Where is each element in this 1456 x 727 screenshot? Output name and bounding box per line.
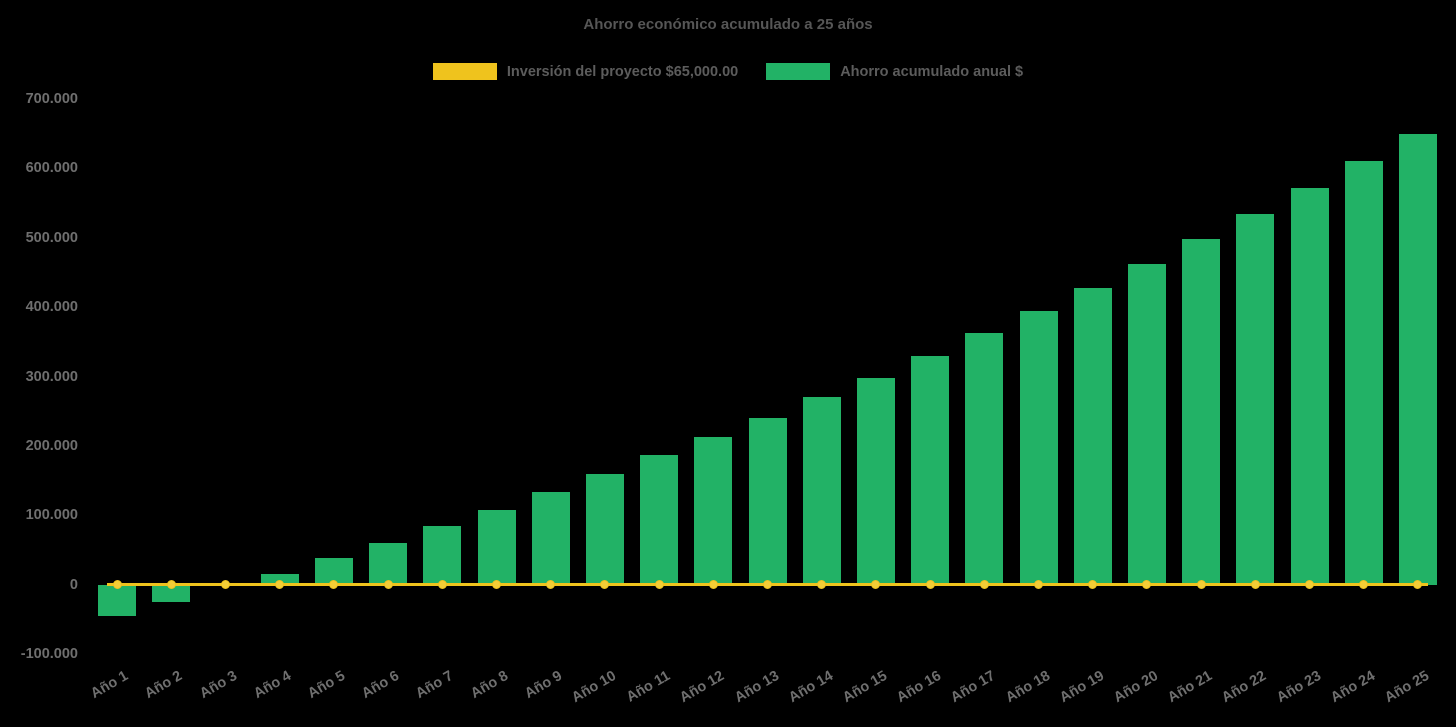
legend-label-ahorro: Ahorro acumulado anual $ (840, 63, 1024, 80)
investment-line-marker (763, 580, 772, 590)
investment-line-marker (654, 580, 664, 590)
bar-año-1 (98, 584, 137, 616)
bar-año-4 (260, 574, 299, 585)
x-axis-tick-label: Año 18 (1002, 668, 1053, 707)
bar-año-18 (1019, 311, 1058, 585)
bar-año-16 (911, 355, 950, 585)
bar-año-6 (369, 543, 408, 585)
investment-line-marker (275, 580, 285, 590)
bar-año-25 (1398, 133, 1437, 585)
bar-año-15 (856, 377, 895, 585)
y-axis-tick-label: 200.000 (25, 437, 78, 454)
investment-line-marker (1359, 580, 1369, 590)
x-axis-tick-label: Año 11 (623, 668, 674, 706)
x-axis-tick-label: Año 7 (413, 668, 457, 702)
y-axis-tick-label: 400.000 (25, 299, 78, 316)
x-axis-tick-label: Año 10 (569, 668, 619, 707)
chart-legend: Inversión del proyecto $65,000.00 Ahorro… (0, 63, 1456, 80)
legend-item-ahorro[interactable]: Ahorro acumulado anual $ (766, 63, 1023, 80)
legend-item-inversion[interactable]: Inversión del proyecto $65,000.00 (432, 63, 739, 80)
x-axis-tick-label: Año 22 (1219, 668, 1270, 707)
x-axis-tick-label: Año 5 (305, 668, 348, 702)
x-axis-tick-label: Año 8 (467, 668, 511, 702)
bar-año-13 (748, 418, 787, 585)
y-axis-tick-label: 100.000 (25, 507, 78, 524)
investment-line-marker (492, 580, 501, 590)
x-axis-tick-label: Año 23 (1273, 668, 1324, 707)
investment-line-marker (708, 580, 718, 590)
bar-año-21 (1182, 239, 1221, 585)
y-axis-tick-label: -100.000 (20, 646, 78, 662)
bar-año-9 (531, 492, 570, 585)
investment-line-marker (925, 580, 935, 590)
x-axis-tick-label: Año 13 (731, 668, 782, 707)
bar-año-12 (694, 436, 733, 585)
x-axis-tick-label: Año 3 (196, 668, 240, 702)
x-axis-tick-label: Año 15 (840, 668, 890, 707)
investment-line-marker (1034, 580, 1043, 590)
x-axis-tick-label: Año 20 (1111, 668, 1161, 707)
y-axis-tick-label: 500.000 (25, 229, 78, 246)
bar-año-7 (423, 525, 462, 585)
investment-line-marker (546, 580, 556, 590)
investment-line-marker (1196, 580, 1206, 590)
x-axis-tick-label: Año 9 (521, 668, 565, 702)
x-axis-tick-label: Año 12 (677, 668, 728, 707)
x-axis-tick-label: Año 16 (894, 668, 945, 707)
y-axis-tick-label: 600.000 (25, 160, 78, 177)
investment-line-marker (871, 580, 881, 590)
bar-año-19 (1073, 287, 1112, 585)
chart-title: Ahorro económico acumulado a 25 años (583, 16, 873, 33)
legend-label-inversion: Inversión del proyecto $65,000.00 (506, 63, 739, 80)
investment-line-marker (600, 580, 610, 590)
investment-line-marker (221, 580, 230, 590)
y-axis-tick-label: 700.000 (25, 91, 78, 107)
investment-line-marker (383, 580, 393, 590)
bar-año-20 (1127, 264, 1166, 585)
investment-line-marker (1250, 580, 1260, 590)
x-axis-tick-label: Año 19 (1056, 668, 1107, 707)
bar-año-23 (1290, 187, 1329, 585)
x-axis-tick-label: Año 24 (1327, 668, 1378, 707)
investment-line-marker (166, 580, 176, 590)
y-axis-tick-label: 0 (69, 576, 78, 593)
investment-line-marker (1413, 580, 1423, 590)
investment-line-marker (1305, 580, 1314, 590)
x-axis-tick-label: Año 1 (88, 668, 132, 702)
investment-line-marker (817, 580, 827, 590)
investment-line-marker (1142, 580, 1152, 590)
x-axis-tick-label: Año 2 (142, 668, 186, 702)
legend-swatch-ahorro (766, 63, 831, 80)
bar-año-11 (640, 454, 679, 585)
bar-año-22 (1236, 214, 1275, 585)
investment-line-marker (979, 580, 989, 590)
bar-año-14 (802, 397, 841, 585)
x-axis-tick-label: Año 14 (785, 668, 836, 707)
bar-año-24 (1344, 161, 1383, 585)
x-axis-tick-label: Año 4 (250, 668, 294, 702)
x-axis-tick-label: Año 17 (948, 668, 999, 707)
bar-año-8 (477, 509, 516, 585)
investment-line-marker (329, 580, 339, 590)
legend-swatch-inversion (432, 63, 497, 80)
x-axis-tick-label: Año 25 (1382, 668, 1432, 707)
investment-line-marker (437, 580, 447, 590)
investment-line-marker (112, 580, 122, 590)
x-axis-tick-label: Año 6 (359, 668, 403, 702)
investment-line-marker (1088, 580, 1098, 590)
x-axis-tick-label: Año 21 (1165, 668, 1216, 707)
bar-año-17 (965, 333, 1004, 585)
bar-año-10 (585, 473, 624, 585)
y-axis-tick-label: 300.000 (25, 368, 78, 385)
bar-año-2 (152, 584, 191, 602)
